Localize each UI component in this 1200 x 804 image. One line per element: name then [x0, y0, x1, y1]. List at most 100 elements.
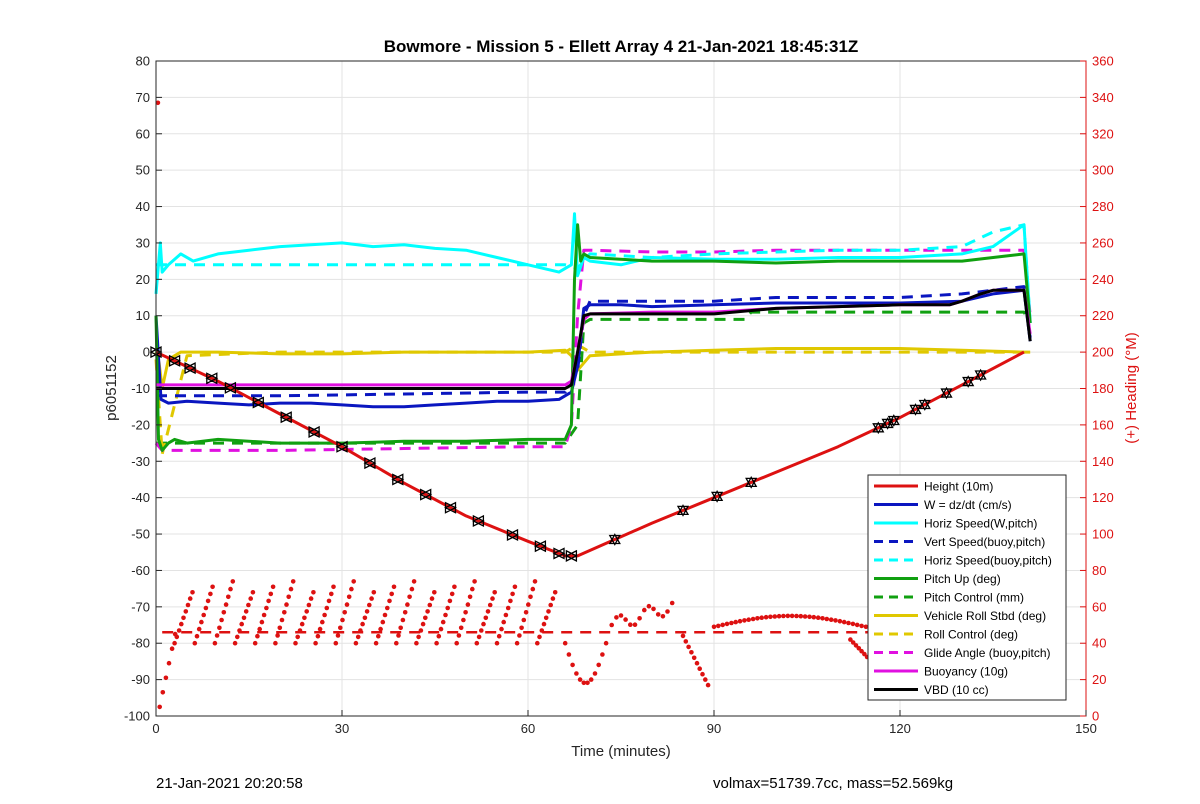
heading-point — [655, 612, 661, 617]
heading-point — [691, 655, 697, 661]
heading-point — [863, 624, 869, 630]
y-tick-label-left: 20 — [136, 272, 150, 287]
series-vehicle-roll-stbd-deg — [154, 347, 1031, 390]
heading-point — [299, 621, 305, 627]
heading-point — [798, 613, 804, 619]
heading-point — [362, 615, 368, 621]
heading-point — [333, 640, 339, 646]
y-tick-label-right: 220 — [1092, 308, 1114, 323]
heading-point — [802, 614, 808, 619]
heading-point — [329, 591, 334, 597]
ascent-marker — [962, 375, 975, 388]
heading-point — [353, 640, 359, 646]
legend-label: Horiz Speed(buoy,pitch) — [924, 554, 1052, 568]
heading-point — [483, 615, 489, 621]
heading-point — [367, 602, 372, 608]
heading-point — [494, 640, 500, 646]
y-tick-label-right: 360 — [1092, 54, 1114, 69]
y-tick-label-left: 0 — [143, 345, 150, 360]
heading-point — [385, 605, 390, 611]
heading-point — [322, 612, 327, 618]
axis-ticks: 0 30 60 90 120 15080706050403020100-10-20-30-… — [124, 54, 1114, 737]
heading-point — [157, 704, 162, 710]
descent-marker — [506, 528, 519, 542]
heading-point — [548, 602, 553, 608]
heading-point — [208, 591, 213, 597]
heading-point — [239, 621, 244, 627]
heading-point — [243, 609, 249, 614]
heading-point — [521, 617, 527, 623]
heading-point — [811, 614, 817, 620]
y-tick-label-right: 260 — [1092, 235, 1114, 250]
heading-point — [828, 617, 834, 622]
heading-point — [859, 623, 864, 629]
heading-point — [212, 640, 218, 646]
heading-point — [376, 633, 381, 639]
heading-point — [501, 619, 507, 625]
heading-point — [711, 624, 717, 630]
heading-point — [192, 640, 198, 646]
y-tick-label-right: 120 — [1092, 490, 1114, 505]
heading-point — [226, 594, 231, 600]
heading-point — [257, 626, 263, 632]
heading-point — [342, 610, 348, 615]
ascent-marker — [710, 490, 724, 503]
heading-point — [407, 594, 412, 600]
heading-point — [187, 596, 193, 601]
heading-point — [669, 600, 675, 606]
heading-point — [275, 633, 280, 638]
heading-point — [248, 596, 253, 601]
y-tick-label-right: 80 — [1092, 563, 1106, 578]
heading-point — [746, 617, 751, 622]
y-axis-label-right: (+) Heading (°M) — [1123, 332, 1140, 443]
descent-marker — [205, 372, 219, 385]
heading-point — [454, 640, 460, 646]
heading-point — [398, 625, 404, 631]
heading-point — [519, 625, 524, 631]
y-tick-label-right: 100 — [1092, 527, 1114, 542]
heading-point — [592, 671, 598, 676]
heading-point — [841, 619, 847, 625]
heading-point — [261, 612, 267, 618]
y-tick-label-left: -10 — [131, 381, 150, 396]
heading-point — [427, 602, 433, 608]
y-tick-label-right: 240 — [1092, 272, 1114, 287]
heading-point — [562, 640, 568, 646]
heading-point — [467, 594, 473, 600]
heading-point — [199, 619, 204, 625]
descent-marker — [564, 549, 578, 562]
heading-point — [628, 622, 633, 627]
heading-point — [174, 634, 180, 640]
legend-box — [867, 474, 1067, 701]
heading-point — [729, 620, 734, 626]
heading-point — [313, 640, 318, 646]
heading-point — [306, 602, 312, 608]
y-tick-label-right: 320 — [1092, 126, 1114, 141]
ascent-marker — [918, 398, 931, 411]
heading-point — [402, 610, 408, 615]
heading-point — [196, 626, 202, 632]
heading-point — [637, 616, 642, 621]
heading-point — [201, 612, 206, 618]
heading-point — [759, 615, 764, 620]
heading-point — [181, 615, 186, 621]
heading-point — [581, 680, 587, 686]
heading-point — [250, 590, 256, 595]
heading-point — [338, 625, 343, 631]
heading-point — [479, 628, 484, 633]
heading-point — [394, 640, 399, 646]
heading-point — [400, 617, 406, 623]
heading-point — [499, 626, 504, 632]
heading-point — [566, 652, 572, 657]
heading-point — [266, 598, 271, 604]
heading-point — [420, 621, 426, 627]
y-tick-label-left: -50 — [131, 527, 150, 542]
descent-marker — [279, 411, 293, 424]
heading-point — [409, 586, 415, 592]
heading-point — [768, 614, 773, 620]
heading-point — [286, 594, 292, 600]
ascent-marker — [745, 476, 758, 489]
heading-point — [789, 613, 795, 619]
heading-point — [600, 652, 605, 657]
